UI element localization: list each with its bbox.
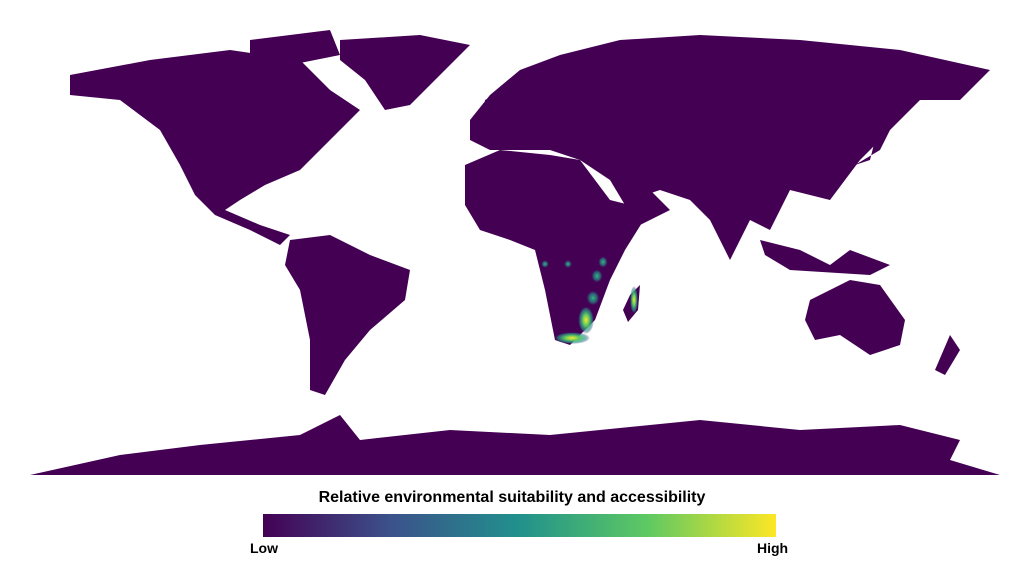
new-zealand [935, 335, 960, 375]
eurasia [470, 35, 990, 260]
world-map [30, 30, 1000, 475]
hotspot [541, 260, 549, 268]
legend-low-label: Low [250, 540, 278, 556]
hotspot [564, 260, 572, 268]
hotspot [554, 332, 590, 344]
hotspot [586, 290, 600, 306]
antarctica [30, 415, 1000, 475]
legend-title: Relative environmental suitability and a… [318, 489, 706, 506]
north-america [70, 50, 360, 245]
legend-colorbar [263, 514, 776, 537]
japan [855, 120, 890, 165]
hotspot [630, 286, 638, 314]
arabia [610, 180, 670, 225]
legend-high-label: High [757, 540, 789, 556]
south-america [285, 235, 410, 395]
southeast-asia-islands [760, 240, 890, 275]
suitability-hotspots [541, 256, 638, 344]
hotspot [598, 256, 608, 268]
hotspot [591, 269, 603, 283]
australia [805, 280, 905, 355]
hotspot [578, 306, 594, 334]
continents [30, 30, 1000, 475]
arctic-islands [250, 30, 340, 65]
greenland [340, 35, 470, 110]
africa [465, 150, 650, 345]
uk [484, 95, 498, 122]
